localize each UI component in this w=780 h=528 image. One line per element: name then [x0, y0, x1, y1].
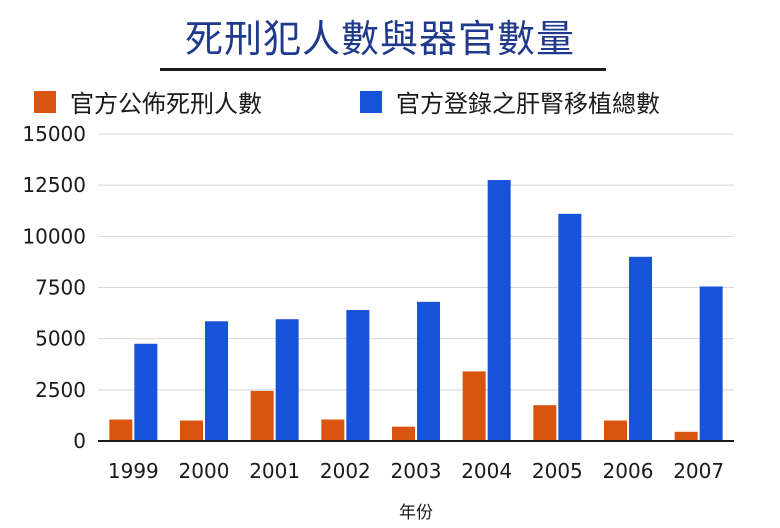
legend-item-executions: 官方公佈死刑人數 — [34, 84, 262, 119]
x-axis-title: 年份 — [399, 503, 433, 523]
y-tick-label: 0 — [73, 429, 86, 453]
bar-executions-2006 — [604, 420, 627, 441]
x-tick-label: 2005 — [532, 459, 583, 483]
x-tick-label: 1999 — [108, 459, 159, 483]
x-tick-label: 2007 — [673, 459, 724, 483]
x-tick-label: 2001 — [249, 459, 300, 483]
legend-swatch-transplants — [360, 90, 382, 113]
bar-executions-2007 — [674, 431, 698, 441]
bar-executions-1999 — [109, 419, 133, 441]
y-tick-label: 5000 — [35, 327, 86, 351]
bar-transplants-2005 — [558, 213, 582, 441]
bar-transplants-2000 — [205, 321, 228, 441]
y-tick-label: 7500 — [35, 276, 86, 300]
legend-item-transplants: 官方登錄之肝腎移植總數 — [360, 84, 660, 119]
bar-transplants-1999 — [134, 343, 158, 441]
y-tick-label: 15000 — [22, 122, 86, 146]
bar-executions-2004 — [462, 371, 486, 441]
bar-transplants-2006 — [629, 256, 652, 441]
bar-executions-2005 — [533, 405, 557, 441]
y-tick-label: 12500 — [22, 173, 86, 197]
bar-executions-2000 — [180, 420, 203, 441]
legend-label-executions: 官方公佈死刑人數 — [70, 90, 262, 118]
legend-swatch-executions — [34, 90, 56, 113]
bar-transplants-2001 — [275, 319, 299, 441]
x-tick-label: 2000 — [179, 459, 230, 483]
bar-transplants-2007 — [699, 286, 723, 441]
x-tick-label: 2003 — [391, 459, 442, 483]
bar-transplants-2002 — [346, 310, 370, 441]
bar-executions-2002 — [321, 419, 345, 441]
chart-title: 死刑犯人數與器官數量 — [184, 17, 575, 61]
bar-executions-2001 — [250, 390, 274, 441]
bar-executions-2003 — [392, 426, 415, 441]
y-tick-label: 2500 — [35, 378, 86, 402]
legend-label-transplants: 官方登錄之肝腎移植總數 — [396, 90, 660, 118]
x-tick-label: 2006 — [603, 459, 654, 483]
x-tick-label: 2004 — [461, 459, 512, 483]
title-underline — [160, 68, 606, 71]
bar-transplants-2004 — [487, 180, 511, 442]
x-tick-label: 2002 — [320, 459, 371, 483]
y-tick-label: 10000 — [22, 224, 86, 248]
bar-transplants-2003 — [417, 301, 440, 441]
